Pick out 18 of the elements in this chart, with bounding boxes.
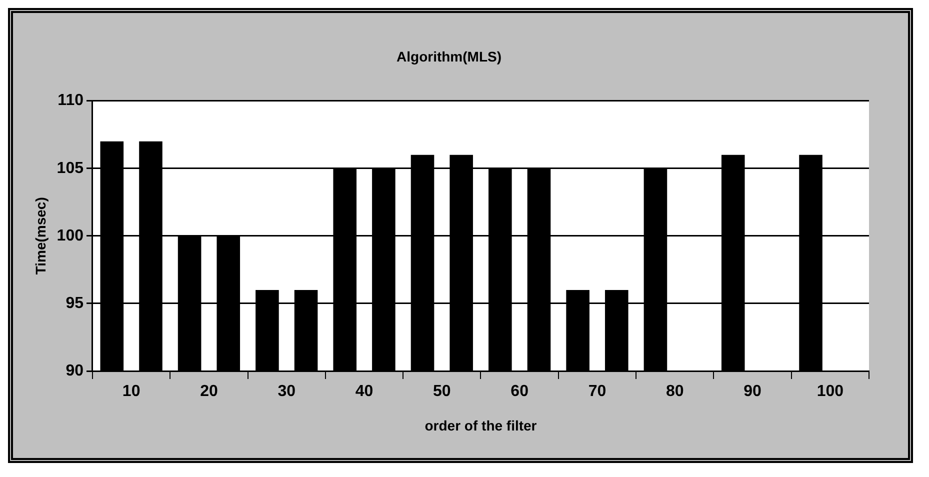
y-tick-label: 105: [56, 160, 84, 177]
x-tick-label: 90: [744, 383, 762, 400]
y-tick-label: 90: [66, 362, 84, 380]
x-tick-label: 100: [816, 383, 844, 400]
x-tick-label: 10: [122, 383, 140, 400]
chart-title: Algorithm(MLS): [396, 48, 502, 64]
y-tick-label: 110: [58, 92, 84, 110]
x-tick-label: 50: [433, 383, 451, 400]
y-tick-label: 100: [56, 227, 84, 244]
x-tick-label: 20: [200, 383, 218, 400]
x-tick-label: 30: [278, 383, 296, 400]
x-tick-label: 60: [510, 383, 529, 400]
y-axis-title: Time(msec): [32, 197, 48, 275]
x-tick-label: 80: [666, 383, 684, 400]
y-tick-label: 95: [66, 294, 84, 312]
x-axis-title: order of the filter: [424, 417, 538, 434]
x-tick-label: 70: [588, 383, 606, 400]
x-tick-label: 40: [355, 383, 374, 400]
